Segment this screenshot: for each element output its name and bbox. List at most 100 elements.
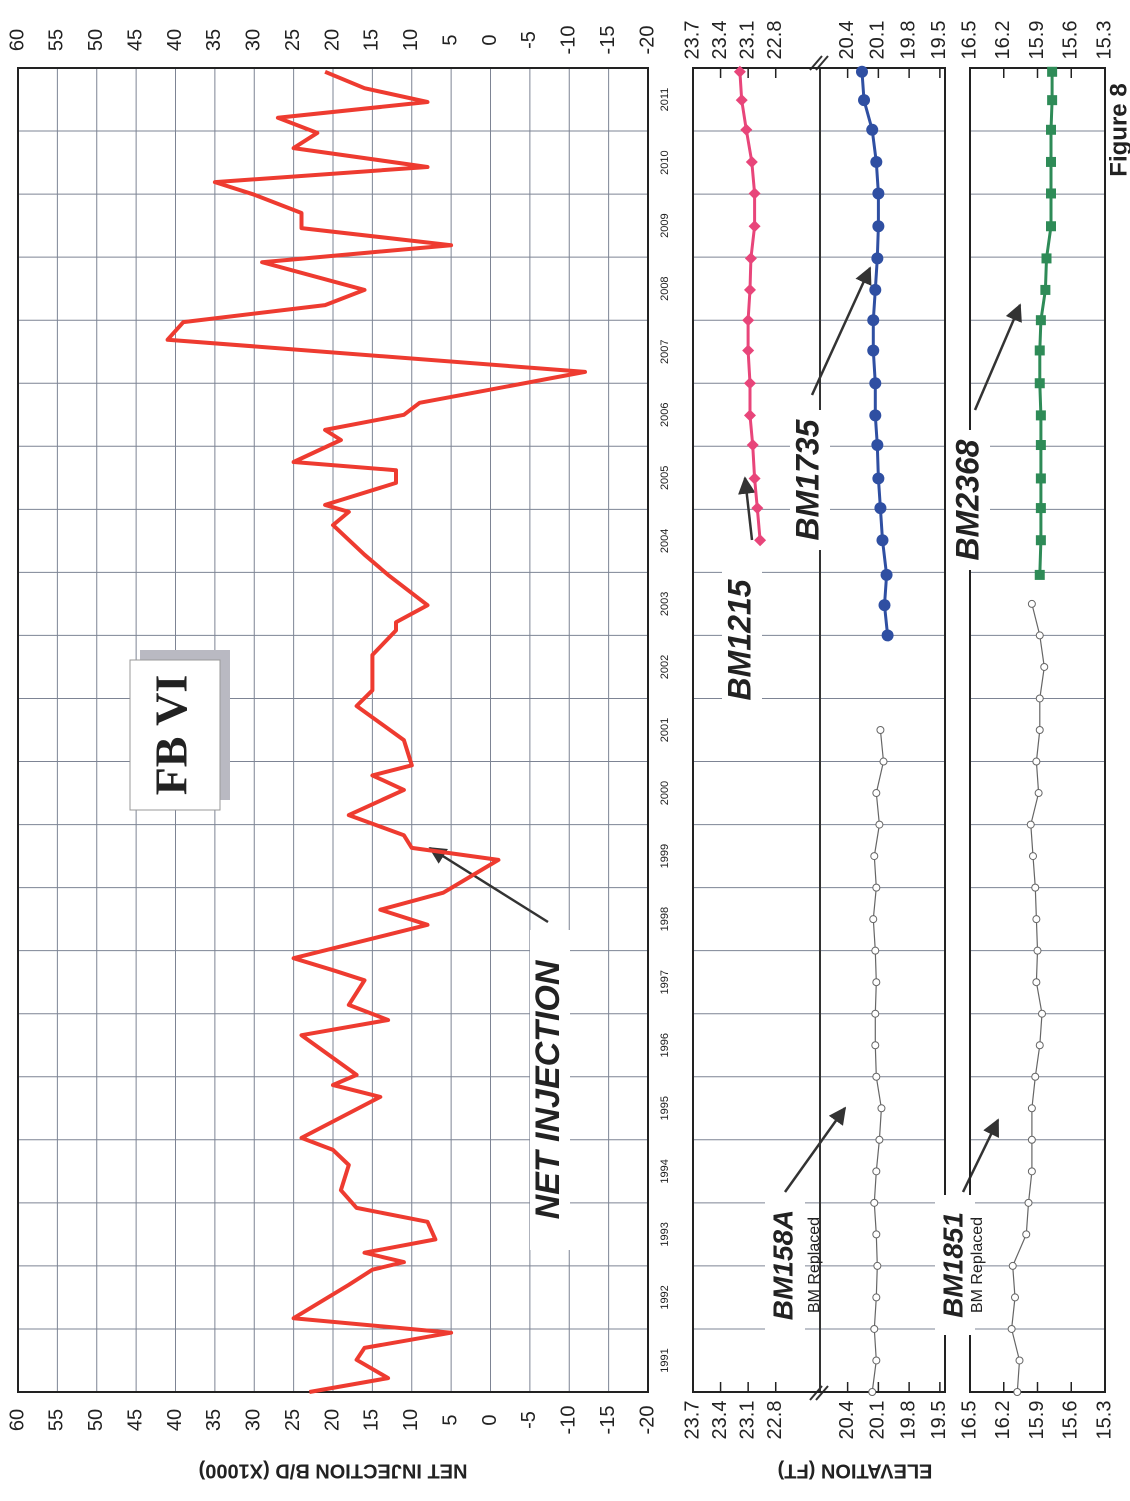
- series-line: [165, 69, 587, 1394]
- series-label: NET INJECTION: [529, 959, 567, 1219]
- y-tick-label: 20.1: [867, 1401, 889, 1440]
- data-point: [872, 1356, 881, 1365]
- x-tick-label: 1999: [659, 844, 671, 868]
- data-point: [881, 629, 894, 642]
- data-point: [1027, 599, 1036, 608]
- axis-title: ELEVATION (FT): [778, 1460, 933, 1482]
- y-tick-label: 19.5: [928, 1401, 950, 1440]
- x-tick-label: 2006: [659, 403, 671, 427]
- x-tick-label: 2003: [659, 592, 671, 616]
- y-tick-label: 15.9: [1026, 21, 1048, 60]
- data-point: [1034, 378, 1045, 389]
- data-point: [1033, 946, 1042, 955]
- data-point: [1007, 1324, 1016, 1333]
- y-tick-label: -10: [558, 26, 580, 55]
- data-point: [876, 534, 889, 547]
- data-point: [1022, 1230, 1031, 1239]
- x-tick-label: 2000: [659, 781, 671, 805]
- data-point: [872, 789, 881, 798]
- data-point: [1015, 1356, 1024, 1365]
- label-background: [790, 410, 830, 550]
- data-point: [1035, 535, 1046, 546]
- x-tick-label: 2002: [659, 655, 671, 679]
- axis-break-mark: [809, 55, 829, 1401]
- data-point: [867, 314, 880, 327]
- data-point: [871, 439, 884, 452]
- label-background: [765, 1195, 805, 1335]
- data-point: [1027, 1167, 1036, 1176]
- y-tick-label: 5: [439, 1414, 461, 1425]
- y-tick-label: 22.8: [764, 21, 786, 60]
- y-tick-label: 25: [282, 29, 304, 51]
- data-point: [869, 283, 882, 296]
- data-point: [1035, 473, 1046, 484]
- x-tick-label: 2007: [659, 339, 671, 363]
- y-tick-label: 10: [400, 1409, 422, 1431]
- y-tick-label: 23.7: [681, 21, 703, 60]
- data-point: [1046, 156, 1056, 167]
- data-point: [1031, 1072, 1040, 1081]
- data-point: [1024, 1198, 1033, 1207]
- data-point: [1047, 66, 1058, 77]
- data-point: [1034, 345, 1045, 356]
- y-tick-label: 15.6: [1060, 1401, 1082, 1440]
- data-point: [872, 1293, 881, 1302]
- data-point: [867, 344, 880, 357]
- y-tick-label: 45: [124, 29, 146, 51]
- y-tick-label: 10: [400, 29, 422, 51]
- y-tick-label: 60: [6, 1409, 28, 1431]
- label-background: [530, 930, 570, 1250]
- y-tick-label: -10: [558, 1406, 580, 1435]
- x-tick-label: 2005: [659, 466, 671, 490]
- arrow: [428, 846, 549, 924]
- y-tick-label: 15.9: [1026, 1401, 1048, 1440]
- panel-frame: [17, 67, 649, 1393]
- series-label: BM1851: [937, 1212, 968, 1318]
- series-line: [871, 729, 885, 1393]
- y-tick-label: 50: [85, 29, 107, 51]
- data-point: [872, 1167, 881, 1176]
- data-point: [1027, 1135, 1036, 1144]
- data-point: [744, 252, 757, 265]
- data-point: [879, 757, 888, 766]
- data-point: [872, 978, 881, 987]
- y-tick-label: 15: [361, 1409, 383, 1431]
- y-tick-label: 35: [203, 1409, 225, 1431]
- y-tick-label: 60: [6, 29, 28, 51]
- data-point: [1031, 883, 1040, 892]
- data-point: [872, 1072, 881, 1081]
- data-point: [871, 946, 880, 955]
- data-point: [875, 820, 884, 829]
- y-tick-label: 30: [243, 29, 265, 51]
- x-tick-label: 2011: [659, 88, 671, 112]
- series-label: BM2368: [949, 439, 985, 560]
- y-tick-label: 0: [479, 34, 501, 45]
- data-point: [870, 1324, 879, 1333]
- y-tick-label: -15: [597, 26, 619, 55]
- y-tick-label: 16.2: [992, 21, 1014, 60]
- data-point: [869, 915, 878, 924]
- data-point: [1035, 726, 1044, 734]
- y-tick-label: 35: [203, 29, 225, 51]
- data-point: [754, 534, 767, 547]
- data-point: [1032, 915, 1041, 924]
- y-tick-label: 40: [164, 29, 186, 51]
- y-tick-label: -15: [597, 1406, 619, 1435]
- series-line: [1011, 603, 1045, 1393]
- arrow: [738, 476, 756, 541]
- data-point: [735, 94, 748, 107]
- x-tick-label: 2010: [659, 150, 671, 174]
- data-point: [878, 599, 891, 612]
- data-point: [743, 283, 756, 296]
- label-background: [722, 570, 762, 710]
- series-note: BM Replaced: [969, 1217, 986, 1313]
- y-tick-label: 50: [85, 1409, 107, 1431]
- data-point: [872, 1230, 881, 1239]
- x-tick-label: 2009: [659, 213, 671, 237]
- data-point: [877, 1104, 886, 1113]
- y-tick-label: 15: [361, 29, 383, 51]
- x-tick-label: 1993: [659, 1222, 671, 1246]
- arrow: [783, 1106, 847, 1193]
- series-label: BM1735: [789, 418, 825, 540]
